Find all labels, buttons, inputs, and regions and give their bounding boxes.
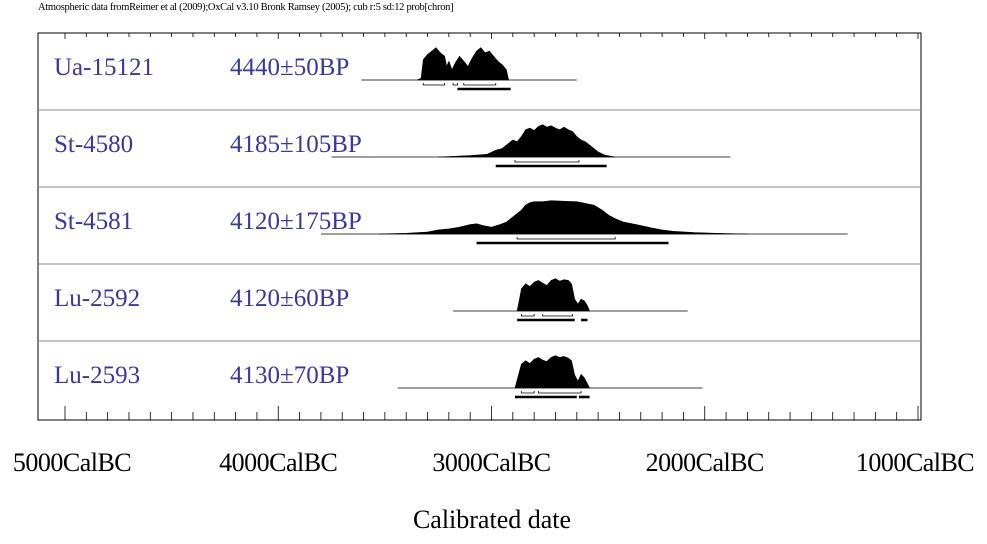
one-sigma-range (422, 83, 445, 86)
probability-distribution (516, 278, 591, 312)
one-sigma-range (463, 83, 497, 86)
radiocarbon-date-label: 4120±60BP (230, 285, 349, 312)
probability-distribution (438, 124, 616, 158)
x-axis-ticks (64, 33, 919, 420)
sample-row: St-4580 4185±105BP (38, 109, 921, 168)
radiocarbon-date-label: 4130±70BP (230, 362, 349, 389)
x-tick-label: 3000CalBC (432, 448, 551, 477)
one-sigma-range (516, 237, 616, 240)
one-sigma-range (538, 391, 582, 394)
one-sigma-range (514, 160, 580, 163)
sample-id-label: St-4581 (54, 208, 133, 235)
x-tick-label: 4000CalBC (219, 448, 338, 477)
sample-id-label: Ua-15121 (54, 54, 154, 81)
x-tick-label: 5000CalBC (12, 448, 132, 477)
one-sigma-range (520, 391, 535, 394)
probability-distribution (378, 200, 748, 235)
one-sigma-range (452, 83, 458, 86)
one-sigma-range (520, 314, 535, 317)
x-axis-title: Calibrated date (412, 505, 572, 534)
plot-frame (37, 32, 922, 421)
radiocarbon-date-label: 4185±105BP (230, 131, 362, 158)
x-tick-label: 2000CalBC (645, 448, 765, 477)
x-tick-label: 1000CalBC (855, 448, 975, 477)
probability-distribution (416, 47, 509, 81)
chart-header-note: Atmospheric data fromReimer et al (2009)… (38, 2, 454, 13)
radiocarbon-date-label: 4440±50BP (230, 54, 349, 81)
sample-row: St-4581 4120±175BP (38, 186, 921, 245)
sample-id-label: Lu-2592 (54, 285, 140, 312)
sample-row: Ua-15121 4440±50BP (54, 47, 577, 91)
sample-id-label: Lu-2593 (54, 362, 140, 389)
sample-row: Lu-2593 4130±70BP (38, 340, 921, 399)
probability-distribution (514, 355, 591, 389)
sample-id-label: St-4580 (54, 131, 133, 158)
sample-row: Lu-2592 4120±60BP (38, 263, 921, 322)
radiocarbon-date-label: 4120±175BP (230, 208, 362, 235)
one-sigma-range (542, 314, 573, 317)
